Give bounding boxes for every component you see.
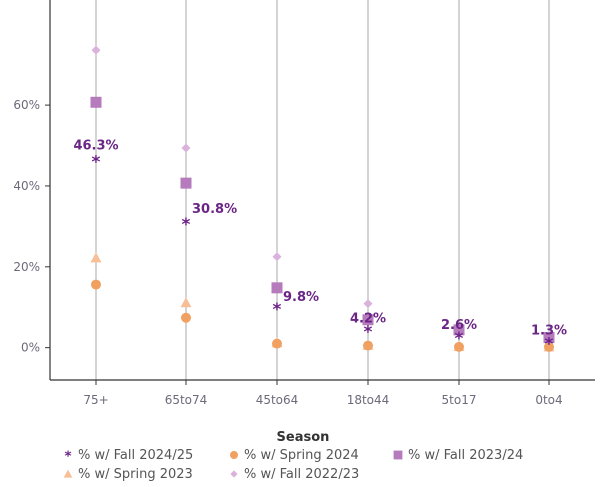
legend-marker-triangle xyxy=(63,469,73,478)
point-triangle xyxy=(180,297,192,308)
legend-label: % w/ Fall 2023/24 xyxy=(408,448,523,463)
legend-marker-square xyxy=(393,450,403,460)
point-star: * xyxy=(182,215,191,235)
point-diamond xyxy=(272,252,282,262)
legend-marker-star: * xyxy=(64,449,71,465)
data-label: 46.3% xyxy=(73,138,118,153)
data-label: 4.2% xyxy=(350,312,386,327)
point-star: * xyxy=(273,300,282,320)
point-diamond xyxy=(363,299,373,309)
point-diamond xyxy=(91,45,101,55)
y-tick-label: 0% xyxy=(21,341,40,355)
y-tick-label: 60% xyxy=(13,98,40,112)
point-circle xyxy=(272,338,282,349)
legend-title: Season xyxy=(277,430,330,445)
data-label: 9.8% xyxy=(283,290,319,305)
legend-item: % w/ Fall 2022/23 xyxy=(244,467,359,482)
point-circle xyxy=(181,312,191,323)
legend-item: % w/ Spring 2024 xyxy=(244,448,359,463)
legend-label: % w/ Spring 2024 xyxy=(244,448,359,463)
point-diamond xyxy=(181,143,191,153)
x-tick-label: 65to74 xyxy=(165,393,208,407)
data-label: 2.6% xyxy=(441,318,477,333)
x-tick-label: 45to64 xyxy=(256,393,299,407)
point-circle xyxy=(454,341,464,352)
point-triangle xyxy=(90,252,102,263)
data-label: 1.3% xyxy=(531,323,567,338)
point-star: * xyxy=(545,334,554,354)
point-square xyxy=(362,314,374,326)
legend-label: % w/ Fall 2024/25 xyxy=(78,448,193,463)
x-tick-label: 5to17 xyxy=(442,393,477,407)
y-tick-label: 40% xyxy=(13,179,40,193)
legend-item: % w/ Spring 2023 xyxy=(78,467,193,482)
point-square xyxy=(271,282,283,294)
point-circle xyxy=(363,340,373,351)
legend-item: % w/ Fall 2024/25 xyxy=(78,448,193,463)
legend-label: % w/ Spring 2023 xyxy=(78,467,193,482)
y-tick-label: 20% xyxy=(13,260,40,274)
data-label: 30.8% xyxy=(192,202,237,217)
point-star: * xyxy=(455,329,464,349)
x-tick-label: 18to44 xyxy=(347,393,390,407)
point-square xyxy=(453,324,465,336)
point-star: * xyxy=(364,323,373,343)
point-circle xyxy=(544,341,554,352)
x-tick-label: 75+ xyxy=(83,393,108,407)
legend-label: % w/ Fall 2022/23 xyxy=(244,467,359,482)
x-tick-label: 0to4 xyxy=(535,393,562,407)
point-square xyxy=(180,177,192,189)
point-star: * xyxy=(92,152,101,172)
legend-marker-circle xyxy=(230,451,238,459)
legend-marker-diamond xyxy=(230,470,238,478)
point-square xyxy=(90,96,102,108)
point-circle xyxy=(91,279,101,290)
point-square xyxy=(543,332,555,344)
legend-item: % w/ Fall 2023/24 xyxy=(408,448,523,463)
